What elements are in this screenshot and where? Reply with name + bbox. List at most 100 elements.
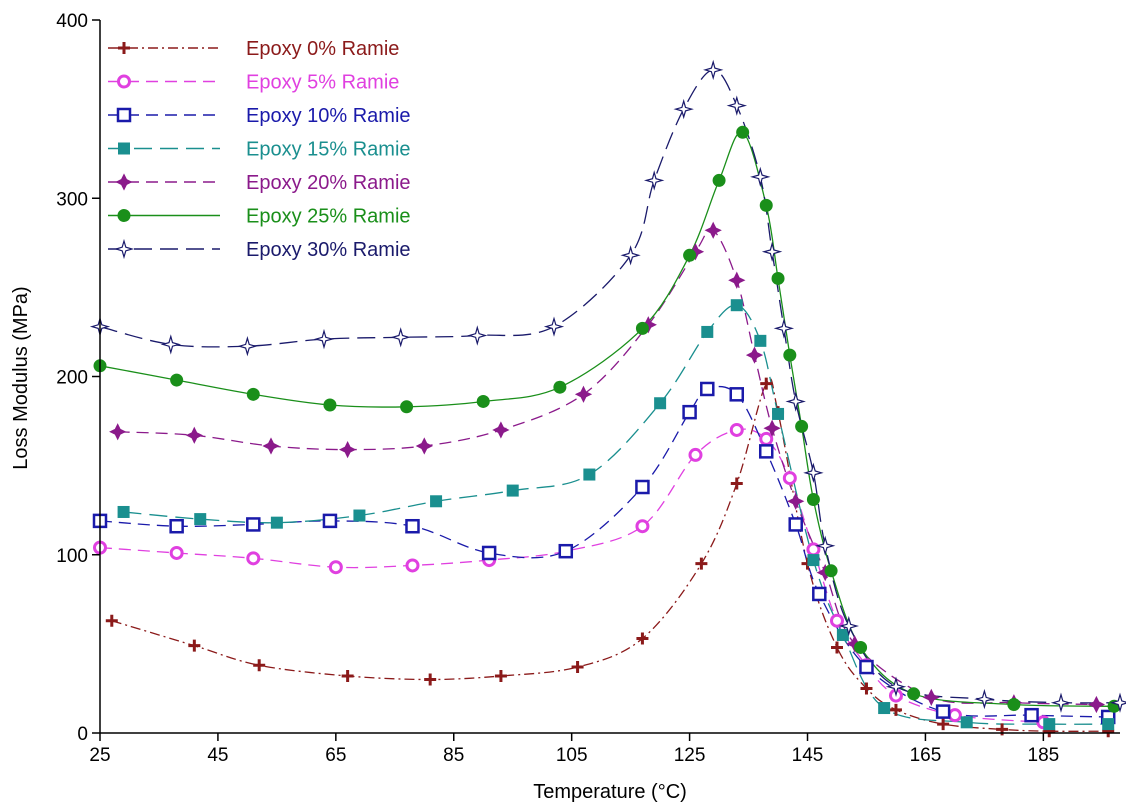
data-point-s1-13 [829, 613, 844, 628]
data-point-s0-15 [889, 703, 902, 716]
data-point-s2-9 [700, 381, 715, 397]
data-point-s6-13 [761, 241, 783, 262]
data-point-s5-11 [759, 198, 773, 212]
data-point-s6-8 [643, 170, 665, 191]
legend-label: Epoxy 10% Ramie [246, 105, 411, 127]
x-tick-label: 25 [89, 745, 110, 766]
data-point-s5-9 [712, 173, 726, 187]
data-point-s3-5 [506, 484, 519, 497]
data-point-s6-22 [1109, 692, 1126, 713]
data-point-s2-2 [246, 517, 261, 532]
x-tick-label: 145 [792, 745, 824, 766]
plot-area [100, 20, 1120, 733]
data-point-s4-18 [1087, 695, 1106, 714]
data-point-s3-14 [878, 702, 891, 715]
data-point-s5-12 [771, 271, 785, 285]
data-point-s3-7 [654, 397, 667, 410]
data-point-s6-19 [885, 676, 907, 697]
data-point-s2-4 [405, 518, 420, 534]
x-tick-label: 105 [556, 745, 588, 766]
data-point-s1-8 [688, 447, 703, 462]
data-point-s0-10 [760, 377, 773, 390]
data-point-s0-5 [494, 669, 507, 682]
data-point-s6-6 [543, 316, 565, 337]
data-point-s6-16 [803, 462, 824, 483]
data-point-s3-1 [194, 513, 207, 526]
data-point-s0-16 [937, 718, 950, 731]
legend-marker [118, 142, 130, 155]
data-point-s3-3 [353, 509, 366, 522]
data-point-s5-14 [795, 419, 809, 433]
legend-marker [117, 74, 131, 89]
data-point-s3-2 [270, 516, 283, 529]
legend-label: Epoxy 20% Ramie [246, 172, 411, 194]
legend-marker [117, 209, 131, 222]
legend-marker [113, 238, 135, 260]
data-point-s4-5 [492, 421, 510, 439]
data-point-s2-11 [758, 444, 774, 459]
data-point-s0-6 [571, 661, 584, 674]
data-point-s5-19 [1007, 697, 1021, 711]
data-point-s6-12 [750, 166, 771, 188]
data-point-s5-3 [323, 398, 337, 412]
data-point-s0-9 [730, 477, 743, 490]
data-point-s2-12 [788, 517, 803, 532]
series-markers [89, 59, 1126, 738]
data-point-s5-7 [635, 321, 649, 335]
data-point-s3-9 [730, 299, 743, 312]
x-tick-label: 85 [443, 745, 464, 766]
x-tick-label: 165 [910, 745, 942, 766]
data-point-s2-6 [558, 543, 574, 559]
data-point-s4-4 [415, 437, 433, 455]
data-point-s3-16 [1043, 718, 1056, 731]
data-point-s4-11 [745, 346, 764, 364]
legend-label: Epoxy 25% Ramie [246, 206, 411, 228]
data-point-s5-15 [806, 492, 820, 506]
y-tick-label: 100 [56, 546, 88, 567]
y-axis-title: Loss Modulus (MPa) [10, 286, 32, 469]
data-point-s4-9 [704, 221, 722, 239]
data-point-s3-11 [772, 407, 785, 420]
data-point-s5-13 [783, 348, 797, 362]
legend-label: Epoxy 30% Ramie [246, 239, 411, 261]
data-point-s3-6 [583, 468, 596, 481]
data-point-s5-18 [907, 687, 921, 701]
data-point-s5-1 [170, 373, 184, 387]
data-point-s0-4 [424, 673, 437, 686]
legend-marker [118, 42, 130, 54]
data-point-s1-11 [782, 471, 797, 486]
data-point-s6-10 [703, 59, 724, 81]
data-point-s0-14 [860, 682, 873, 695]
x-tick-label: 45 [207, 745, 228, 766]
data-point-s6-17 [814, 535, 836, 556]
data-point-s0-7 [636, 632, 649, 645]
data-point-s1-4 [405, 558, 420, 573]
data-point-s6-1 [160, 334, 181, 355]
data-point-s0-8 [695, 557, 708, 570]
y-tick-label: 0 [77, 724, 88, 745]
data-point-s6-2 [237, 336, 258, 357]
data-point-s6-3 [313, 328, 335, 350]
x-tick-label: 125 [674, 745, 706, 766]
legend: Epoxy 0% Ramie Epoxy 5% Ramie Epoxy 10% Ra… [108, 38, 411, 261]
data-point-s5-16 [824, 564, 838, 578]
data-point-s4-10 [728, 271, 746, 289]
data-point-s1-1 [169, 545, 184, 560]
data-point-s5-17 [854, 640, 868, 654]
x-tick-label: 185 [1028, 745, 1060, 766]
data-point-s2-15 [935, 704, 951, 719]
data-point-s2-16 [1024, 707, 1039, 723]
data-point-s4-3 [338, 440, 357, 459]
legend-label: Epoxy 15% Ramie [246, 139, 411, 161]
data-point-s1-9 [729, 422, 744, 437]
data-point-s6-21 [1050, 692, 1072, 713]
data-point-s3-17 [1102, 718, 1115, 731]
data-point-s4-1 [185, 426, 203, 444]
data-point-s2-8 [682, 404, 697, 420]
legend-marker [115, 173, 133, 191]
data-point-s2-7 [635, 479, 650, 495]
data-point-s2-3 [322, 513, 338, 529]
data-point-s0-0 [105, 614, 118, 627]
y-tick-label: 200 [56, 368, 88, 389]
